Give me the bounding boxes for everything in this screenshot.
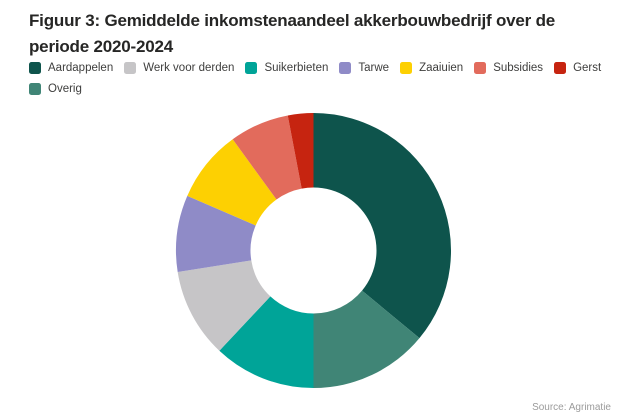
legend-swatch-subsidies: [474, 62, 487, 74]
chart-legend: Aardappelen Werk voor derden Suikerbiete…: [29, 62, 609, 104]
legend-item-subsidies[interactable]: Subsidies: [474, 62, 543, 74]
legend-label-gerst: Gerst: [573, 62, 602, 74]
legend-item-werk-voor-derden[interactable]: Werk voor derden: [124, 62, 234, 74]
legend-row-1: Aardappelen Werk voor derden Suikerbiete…: [29, 62, 609, 74]
slice-zaaiuien[interactable]: [187, 139, 277, 226]
legend-item-zaaiuien[interactable]: Zaaiuien: [400, 62, 463, 74]
legend-row-2: Overig: [29, 83, 609, 95]
legend-label-aardappelen: Aardappelen: [48, 62, 114, 74]
figure-title-line2: periode 2020-2024: [29, 37, 174, 56]
legend-item-suikerbieten[interactable]: Suikerbieten: [245, 62, 328, 74]
slice-gerst[interactable]: [287, 113, 314, 189]
figure-title: Figuur 3: Gemiddelde inkomstenaandeel ak…: [29, 8, 555, 60]
legend-label-werk-voor-derden: Werk voor derden: [143, 62, 235, 74]
legend-swatch-aardappelen: [29, 62, 41, 74]
legend-swatch-gerst: [554, 62, 567, 74]
slice-suikerbieten[interactable]: [219, 296, 314, 388]
legend-label-tarwe: Tarwe: [358, 62, 390, 74]
legend-item-aardappelen[interactable]: Aardappelen: [29, 62, 113, 74]
legend-item-overig[interactable]: Overig: [29, 83, 82, 95]
legend-swatch-overig: [29, 83, 41, 95]
legend-item-gerst[interactable]: Gerst: [554, 62, 601, 74]
legend-swatch-werk-voor-derden: [124, 62, 137, 74]
legend-label-overig: Overig: [48, 83, 82, 95]
slice-aardappelen[interactable]: [313, 112, 452, 339]
legend-swatch-zaaiuien: [400, 62, 413, 74]
figure-title-line1: Figuur 3: Gemiddelde inkomstenaandeel ak…: [29, 11, 556, 30]
legend-label-suikerbieten: Suikerbieten: [264, 62, 329, 74]
slice-subsidies[interactable]: [232, 115, 302, 200]
legend-swatch-suikerbieten: [245, 62, 258, 74]
source-credit: Source: Agrimatie: [532, 402, 611, 413]
legend-label-subsidies: Subsidies: [493, 62, 544, 74]
legend-label-zaaiuien: Zaaiuien: [419, 62, 464, 74]
slice-tarwe[interactable]: [175, 195, 256, 273]
legend-item-tarwe[interactable]: Tarwe: [339, 62, 389, 74]
legend-swatch-tarwe: [339, 62, 352, 74]
slice-werk-voor-derden[interactable]: [177, 260, 271, 351]
slice-overig[interactable]: [313, 290, 420, 388]
